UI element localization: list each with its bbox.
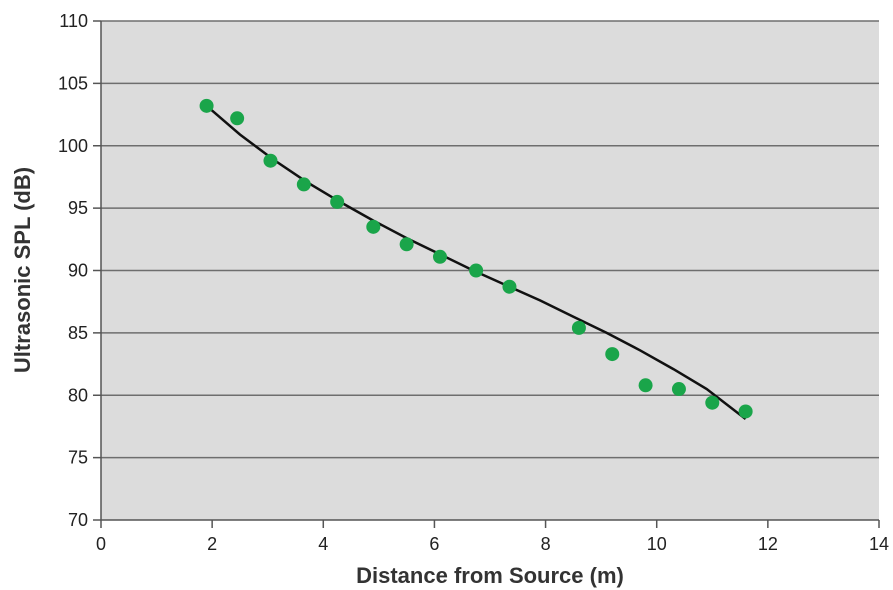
data-point — [671, 382, 686, 397]
data-point — [502, 279, 517, 294]
data-point — [571, 320, 586, 335]
y-axis-title: Ultrasonic SPL (dB) — [10, 167, 35, 373]
x-tick-label: 14 — [869, 534, 889, 554]
y-tick-label: 90 — [68, 261, 88, 281]
y-tick-label: 100 — [58, 136, 88, 156]
data-points — [199, 98, 753, 419]
x-tick-label: 10 — [647, 534, 667, 554]
data-point — [230, 111, 245, 126]
x-tick-label: 0 — [96, 534, 106, 554]
grid-lines — [101, 20, 879, 459]
y-tick-labels: 70 75 80 85 90 95 100 105 110 — [58, 11, 101, 530]
x-tick-label: 2 — [207, 534, 217, 554]
y-tick-label: 80 — [68, 385, 88, 405]
data-point — [399, 237, 414, 252]
y-tick-label: 95 — [68, 198, 88, 218]
y-tick-label: 70 — [68, 510, 88, 530]
data-point — [432, 249, 447, 264]
x-tick-label: 6 — [429, 534, 439, 554]
data-point — [469, 263, 484, 278]
y-tick-label: 85 — [68, 323, 88, 343]
data-point — [738, 404, 753, 419]
x-tick-labels: 0 2 4 6 8 10 12 14 — [96, 520, 889, 554]
x-tick-label: 12 — [758, 534, 778, 554]
x-tick-label: 4 — [318, 534, 328, 554]
data-point — [638, 378, 653, 393]
data-point — [330, 194, 345, 209]
data-point — [199, 98, 214, 113]
x-axis-title: Distance from Source (m) — [356, 563, 624, 588]
y-tick-label: 110 — [59, 11, 88, 31]
y-tick-label: 75 — [68, 448, 88, 468]
y-tick-label: 105 — [58, 73, 88, 93]
data-point — [366, 219, 381, 234]
data-point — [296, 177, 311, 192]
data-point — [705, 395, 720, 410]
data-point — [263, 153, 278, 168]
data-point — [605, 347, 620, 362]
x-tick-label: 8 — [541, 534, 551, 554]
